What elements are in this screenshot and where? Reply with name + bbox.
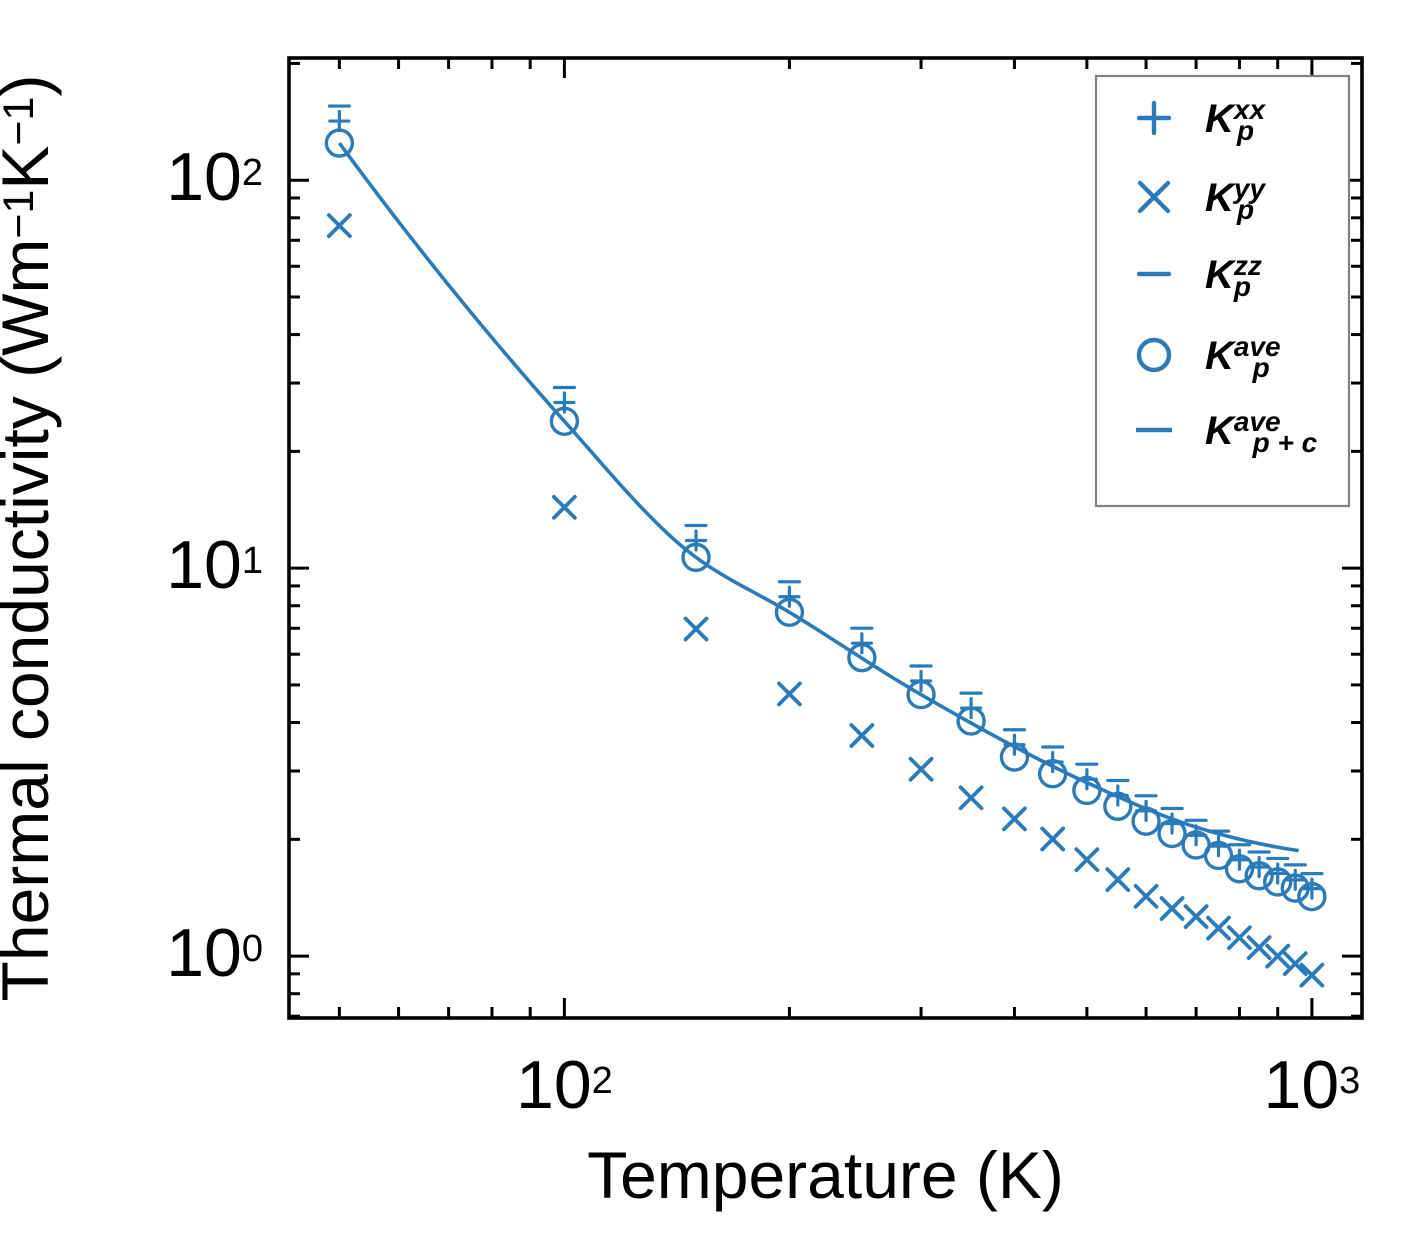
svg-text:Temperature (K): Temperature (K)	[587, 1138, 1064, 1212]
svg-text:102: 102	[516, 1047, 613, 1123]
svg-text:101: 101	[166, 527, 263, 603]
svg-text:103: 103	[1264, 1047, 1361, 1123]
svg-text:Thermal conductivity (Wm−1K−1): Thermal conductivity (Wm−1K−1)	[0, 75, 62, 1002]
svg-text:100: 100	[166, 915, 263, 991]
svg-text:102: 102	[166, 139, 263, 215]
